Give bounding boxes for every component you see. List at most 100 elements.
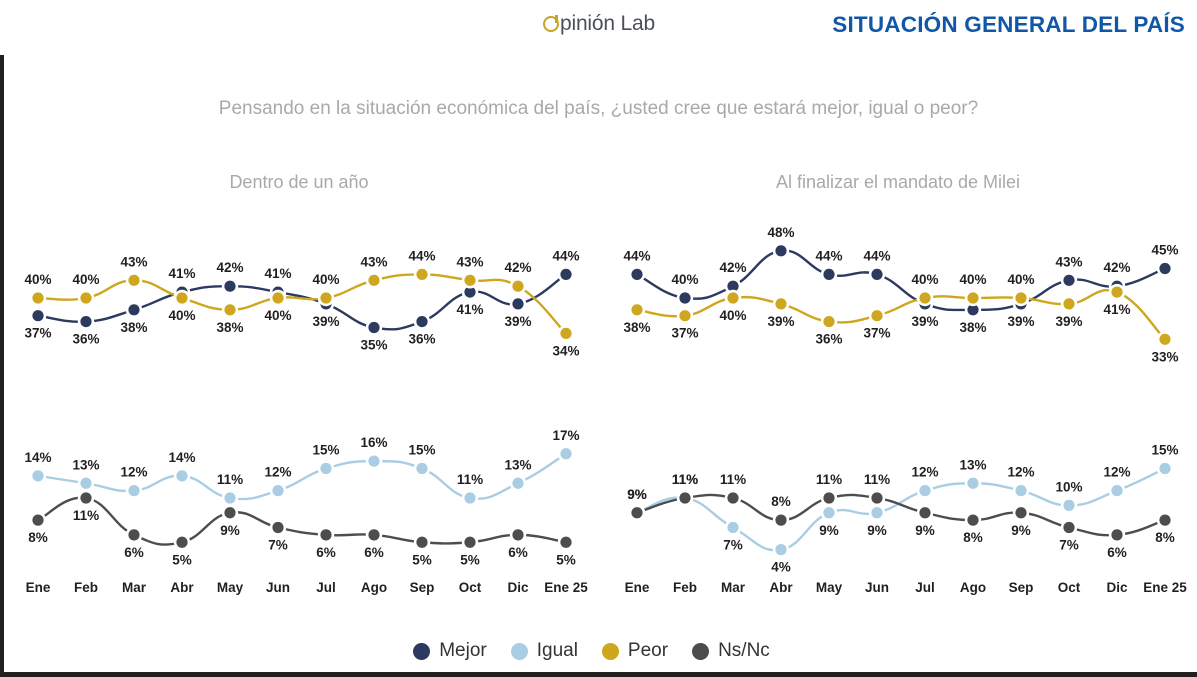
data-point[interactable] [1063, 521, 1075, 534]
data-point[interactable] [560, 327, 572, 339]
data-point[interactable] [871, 310, 883, 322]
data-label: 12% [911, 465, 938, 480]
data-point[interactable] [32, 514, 44, 526]
data-point[interactable] [560, 536, 572, 548]
data-point[interactable] [320, 462, 332, 475]
data-point[interactable] [80, 292, 92, 304]
data-point[interactable] [32, 292, 44, 304]
data-point[interactable] [560, 268, 572, 280]
data-point[interactable] [368, 455, 380, 467]
data-point[interactable] [416, 462, 428, 475]
data-point[interactable] [775, 544, 787, 556]
data-point[interactable] [871, 507, 883, 519]
data-point[interactable] [1159, 262, 1171, 275]
data-point[interactable] [128, 304, 140, 316]
data-point[interactable] [1159, 333, 1171, 345]
data-point[interactable] [1015, 507, 1027, 519]
data-point[interactable] [775, 298, 787, 310]
data-label: 39% [1055, 314, 1082, 329]
legend-item-nsnc[interactable]: Ns/Nc [692, 640, 770, 662]
data-point[interactable] [631, 268, 643, 280]
data-point[interactable] [727, 492, 739, 504]
data-point[interactable] [1015, 485, 1027, 497]
data-point[interactable] [967, 292, 979, 304]
data-point[interactable] [1111, 529, 1123, 541]
data-point[interactable] [871, 268, 883, 280]
data-point[interactable] [224, 280, 236, 292]
data-point[interactable] [464, 536, 476, 548]
data-point[interactable] [631, 507, 643, 519]
data-point[interactable] [224, 304, 236, 316]
data-point[interactable] [871, 492, 883, 504]
data-point[interactable] [1063, 274, 1075, 286]
data-point[interactable] [464, 492, 476, 504]
legend-item-mejor[interactable]: Mejor [413, 640, 487, 662]
data-point[interactable] [32, 310, 44, 322]
data-point[interactable] [128, 485, 140, 497]
data-point[interactable] [775, 514, 787, 526]
data-point[interactable] [679, 292, 691, 304]
data-point[interactable] [368, 321, 380, 334]
data-point[interactable] [368, 274, 380, 286]
data-label: 8% [28, 530, 48, 545]
data-point[interactable] [416, 268, 428, 280]
data-point[interactable] [80, 492, 92, 504]
data-point[interactable] [823, 268, 835, 280]
data-point[interactable] [128, 274, 140, 286]
legend-item-peor[interactable]: Peor [601, 640, 668, 662]
data-point[interactable] [176, 292, 188, 304]
data-point[interactable] [1111, 485, 1123, 497]
data-point[interactable] [775, 245, 787, 257]
data-point[interactable] [919, 507, 931, 519]
data-point[interactable] [128, 529, 140, 541]
data-point[interactable] [823, 316, 835, 328]
data-point[interactable] [679, 310, 691, 322]
data-point[interactable] [512, 298, 524, 310]
data-point[interactable] [727, 280, 739, 292]
data-point[interactable] [967, 477, 979, 489]
data-point[interactable] [464, 274, 476, 286]
data-point[interactable] [224, 492, 236, 504]
data-point[interactable] [919, 292, 931, 304]
data-point[interactable] [512, 529, 524, 541]
x-axis-tick: Dic [507, 580, 529, 595]
data-point[interactable] [320, 292, 332, 304]
data-point[interactable] [416, 536, 428, 548]
data-point[interactable] [80, 477, 92, 489]
data-point[interactable] [1063, 298, 1075, 310]
data-point[interactable] [823, 492, 835, 504]
data-point[interactable] [823, 507, 835, 519]
data-point[interactable] [560, 448, 572, 460]
data-point[interactable] [631, 304, 643, 316]
data-point[interactable] [1063, 499, 1075, 511]
data-point[interactable] [512, 477, 524, 489]
data-point[interactable] [272, 521, 284, 534]
survey-question: Pensando en la situación económica del p… [218, 98, 979, 119]
data-point[interactable] [464, 286, 476, 298]
data-point[interactable] [320, 529, 332, 541]
legend-item-igual[interactable]: Igual [510, 640, 578, 662]
data-point[interactable] [272, 485, 284, 497]
data-point[interactable] [1111, 286, 1123, 298]
data-point[interactable] [176, 536, 188, 548]
x-axis-tick: Abr [769, 580, 793, 595]
data-point[interactable] [967, 304, 979, 316]
data-point[interactable] [224, 507, 236, 519]
panel-subtitle-right: Al finalizar el mandato de Milei [775, 172, 1021, 192]
data-point[interactable] [727, 521, 739, 534]
data-point[interactable] [679, 492, 691, 504]
data-point[interactable] [80, 316, 92, 328]
data-point[interactable] [919, 485, 931, 497]
data-point[interactable] [512, 280, 524, 292]
data-label: 36% [408, 332, 435, 347]
data-point[interactable] [368, 529, 380, 541]
data-point[interactable] [1015, 292, 1027, 304]
data-point[interactable] [1159, 462, 1171, 475]
data-point[interactable] [1159, 514, 1171, 526]
data-point[interactable] [967, 514, 979, 526]
data-point[interactable] [272, 292, 284, 304]
data-point[interactable] [416, 316, 428, 328]
data-point[interactable] [32, 470, 44, 482]
data-point[interactable] [727, 292, 739, 304]
data-point[interactable] [176, 470, 188, 482]
